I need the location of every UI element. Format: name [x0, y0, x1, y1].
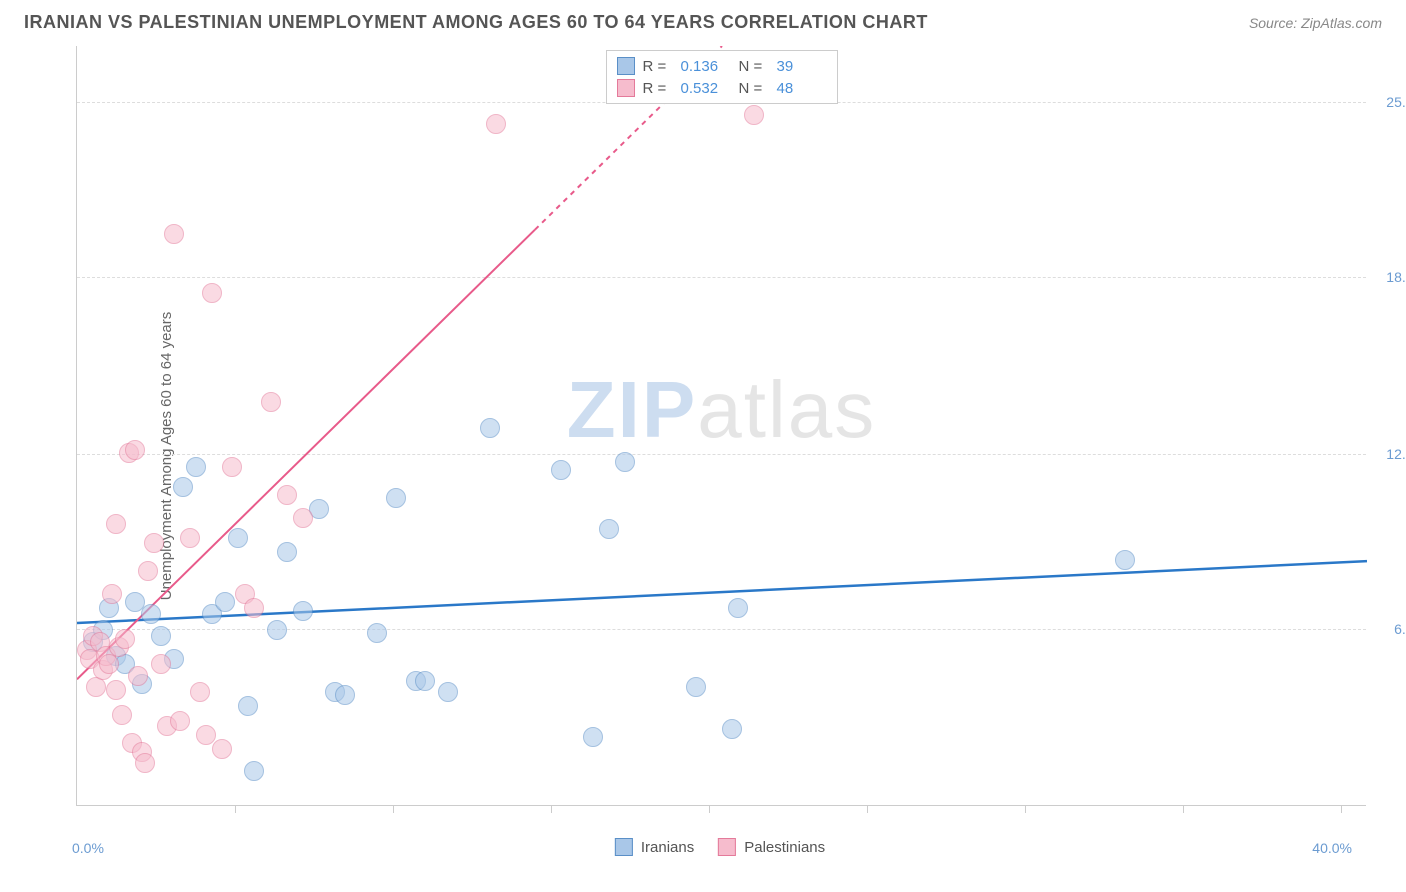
data-point [293, 508, 313, 528]
x-tick [1183, 805, 1184, 813]
legend-n-value: 39 [777, 58, 827, 75]
chart-title: IRANIAN VS PALESTINIAN UNEMPLOYMENT AMON… [24, 12, 928, 33]
data-point [599, 519, 619, 539]
data-point [244, 598, 264, 618]
legend-label: Iranians [641, 839, 694, 856]
data-point [99, 654, 119, 674]
x-tick [551, 805, 552, 813]
data-point [202, 283, 222, 303]
gridline [77, 277, 1366, 278]
chart-container: Unemployment Among Ages 60 to 64 years Z… [52, 46, 1388, 866]
data-point [415, 671, 435, 691]
data-point [261, 392, 281, 412]
legend-n-label: N = [739, 58, 769, 75]
data-point [112, 705, 132, 725]
data-point [583, 727, 603, 747]
data-point [686, 677, 706, 697]
legend-r-value: 0.136 [681, 58, 731, 75]
x-axis-min-label: 0.0% [72, 840, 104, 856]
data-point [173, 477, 193, 497]
data-point [1115, 550, 1135, 570]
data-point [138, 561, 158, 581]
data-point [125, 440, 145, 460]
data-point [115, 629, 135, 649]
data-point [190, 682, 210, 702]
data-point [486, 114, 506, 134]
data-point [277, 485, 297, 505]
data-point [551, 460, 571, 480]
data-point [144, 533, 164, 553]
data-point [244, 761, 264, 781]
x-tick [235, 805, 236, 813]
data-point [386, 488, 406, 508]
data-point [293, 601, 313, 621]
data-point [170, 711, 190, 731]
legend-item: Palestinians [718, 838, 825, 856]
y-tick-label: 18.8% [1386, 269, 1406, 285]
legend-n-value: 48 [777, 80, 827, 97]
y-tick-label: 12.5% [1386, 446, 1406, 462]
data-point [128, 666, 148, 686]
x-tick [393, 805, 394, 813]
data-point [151, 626, 171, 646]
legend-swatch [617, 79, 635, 97]
data-point [722, 719, 742, 739]
data-point [215, 592, 235, 612]
legend-item: Iranians [615, 838, 694, 856]
data-point [267, 620, 287, 640]
plot-area: ZIPatlas R =0.136N =39R =0.532N =48 6.3%… [76, 46, 1366, 806]
source-attribution: Source: ZipAtlas.com [1249, 15, 1382, 31]
chart-header: IRANIAN VS PALESTINIAN UNEMPLOYMENT AMON… [0, 0, 1406, 41]
data-point [141, 604, 161, 624]
data-point [212, 739, 232, 759]
data-point [102, 584, 122, 604]
x-tick [709, 805, 710, 813]
data-point [238, 696, 258, 716]
legend-swatch [718, 838, 736, 856]
legend-swatch [617, 57, 635, 75]
series-legend: Iranians Palestinians [615, 838, 825, 856]
data-point [728, 598, 748, 618]
data-point [335, 685, 355, 705]
legend-r-label: R = [643, 58, 673, 75]
legend-label: Palestinians [744, 839, 825, 856]
data-point [277, 542, 297, 562]
legend-row: R = 0.136 N = 39 [617, 55, 827, 77]
legend-swatch [615, 838, 633, 856]
data-point [151, 654, 171, 674]
y-tick-label: 25.0% [1386, 94, 1406, 110]
data-point [106, 680, 126, 700]
x-tick [1025, 805, 1026, 813]
data-point [164, 224, 184, 244]
data-point [615, 452, 635, 472]
x-tick [1341, 805, 1342, 813]
data-point [180, 528, 200, 548]
correlation-legend: R = 0.136 N = 39 R = 0.532 N = 48 [606, 50, 838, 104]
data-point [106, 514, 126, 534]
data-point [438, 682, 458, 702]
legend-r-label: R = [643, 80, 673, 97]
x-tick [867, 805, 868, 813]
data-point [480, 418, 500, 438]
data-point [196, 725, 216, 745]
x-axis-max-label: 40.0% [1312, 840, 1352, 856]
legend-n-label: N = [739, 80, 769, 97]
data-point [222, 457, 242, 477]
data-point [186, 457, 206, 477]
gridline [77, 454, 1366, 455]
y-tick-label: 6.3% [1394, 621, 1406, 637]
trendlines-layer [77, 46, 1367, 806]
data-point [228, 528, 248, 548]
legend-row: R = 0.532 N = 48 [617, 77, 827, 99]
legend-r-value: 0.532 [681, 80, 731, 97]
data-point [367, 623, 387, 643]
watermark: ZIPatlas [567, 364, 876, 456]
data-point [135, 753, 155, 773]
data-point [744, 105, 764, 125]
